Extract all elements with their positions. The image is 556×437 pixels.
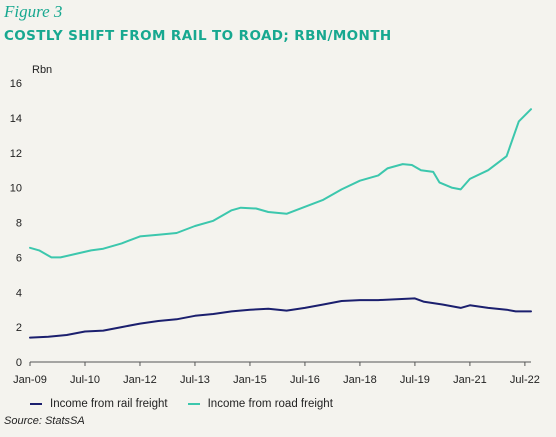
legend-label-road: Income from road freight (207, 398, 333, 410)
y-tick-label: 0 (16, 357, 22, 369)
y-tick-label: 4 (16, 287, 22, 299)
series-line-road (29, 108, 532, 259)
x-tick-label: Jan-15 (233, 374, 267, 386)
legend-swatch-rail (30, 403, 42, 405)
y-tick-label: 6 (16, 252, 22, 264)
figure-label: Figure 3 (4, 2, 63, 21)
y-tick-label: 8 (16, 218, 22, 230)
x-tick-label: Jul-13 (180, 374, 210, 386)
chart-legend: Income from rail freight Income from roa… (30, 398, 333, 410)
y-tick-label: 10 (10, 183, 22, 195)
source-note: Source: StatsSA (4, 415, 85, 427)
x-tick-label: Jan-12 (123, 374, 157, 386)
y-tick-label: 16 (10, 78, 22, 90)
x-tick-label: Jul-19 (400, 374, 430, 386)
legend-swatch-road (187, 403, 200, 405)
series-line-rail (29, 297, 532, 339)
legend-item-rail: Income from rail freight (30, 398, 168, 410)
x-tick-label: Jan-21 (453, 374, 487, 386)
legend-item-road: Income from road freight (187, 398, 333, 410)
x-tick-label: Jul-16 (290, 374, 320, 386)
legend-label-rail: Income from rail freight (50, 398, 168, 410)
x-tick-label: Jul-22 (510, 374, 540, 386)
y-tick-label: 2 (16, 322, 22, 334)
chart-title: COSTLY SHIFT FROM RAIL TO ROAD; RBN/MONT… (4, 28, 392, 44)
y-axis-label: Rbn (32, 64, 52, 76)
y-tick-label: 14 (10, 113, 22, 125)
x-tick-label: Jul-10 (70, 374, 100, 386)
x-tick-label: Jan-18 (343, 374, 377, 386)
x-tick-label: Jan-09 (13, 374, 47, 386)
y-tick-label: 12 (10, 148, 22, 160)
